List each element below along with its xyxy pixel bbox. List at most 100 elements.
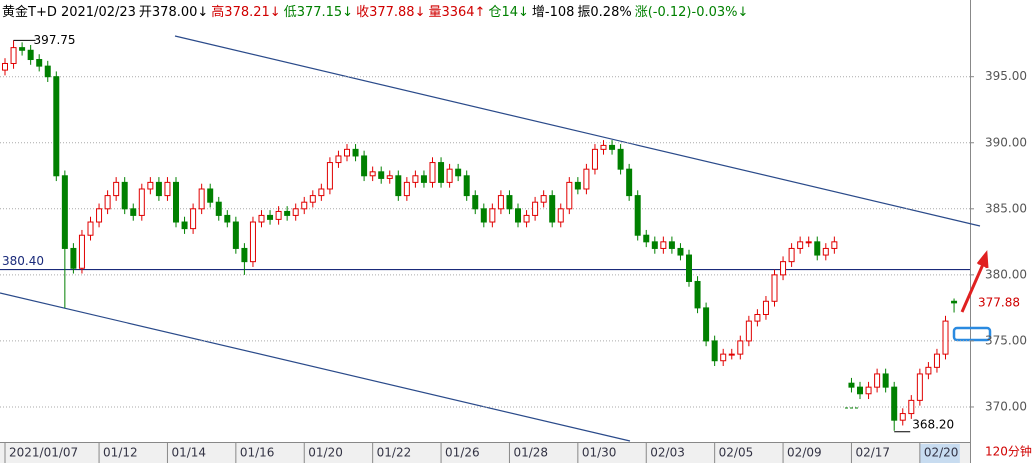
header-item: 量3364↑ <box>428 5 486 20</box>
candle-body <box>549 195 556 223</box>
x-tick-label: 02/05 <box>719 446 754 460</box>
candle-body <box>301 201 308 210</box>
x-tick-label: 01/16 <box>240 446 275 460</box>
candle-body <box>78 234 85 269</box>
candle-body <box>634 195 641 236</box>
candle-body <box>506 195 513 210</box>
candle-body <box>2 62 9 71</box>
candle-body <box>121 181 128 210</box>
candle-body <box>754 313 761 322</box>
x-axis-strip <box>0 443 970 463</box>
arrow <box>960 250 989 313</box>
candle-body <box>737 340 744 355</box>
high-mark-label: 397.75 <box>34 33 76 47</box>
candle-body <box>173 181 180 223</box>
candle-body <box>591 148 598 170</box>
candle-body <box>232 221 239 249</box>
candle-body <box>369 171 376 177</box>
candle-body <box>660 241 667 249</box>
candle-body <box>574 181 581 190</box>
candle-body <box>249 221 256 263</box>
candle-body <box>711 340 718 362</box>
candle-body <box>788 247 795 263</box>
x-tick-label: 02/20 <box>924 446 959 460</box>
candle-body <box>668 241 675 249</box>
candle-body <box>925 366 932 375</box>
candle-body <box>207 188 214 203</box>
candle-body <box>190 208 197 230</box>
x-tick-label: 01/28 <box>513 446 548 460</box>
candle-body <box>53 76 60 177</box>
candle-body <box>865 386 872 395</box>
candle-body <box>942 320 949 355</box>
candle-body <box>361 155 368 177</box>
candle-body <box>113 181 120 197</box>
candle-body <box>694 280 701 309</box>
header-item: 收377.88↓ <box>356 5 426 20</box>
candle-body <box>27 49 34 61</box>
candle-body <box>626 168 633 197</box>
low-mark-label: 368.20 <box>912 417 954 431</box>
candle-body <box>523 214 530 223</box>
candle-body <box>386 175 393 179</box>
candle-body <box>292 208 299 216</box>
x-tick-label: 02/09 <box>787 446 822 460</box>
x-tick-label: 01/12 <box>103 446 138 460</box>
candle-body <box>703 307 710 342</box>
candle-body <box>532 201 539 216</box>
candle-body <box>720 353 727 362</box>
candle-body <box>463 175 470 197</box>
candle-body <box>857 386 864 395</box>
candle-body <box>651 241 658 249</box>
x-tick-label: 02/17 <box>855 446 890 460</box>
candle-body <box>258 214 265 223</box>
candle-body <box>472 195 479 210</box>
candle-body <box>891 386 898 421</box>
candle-body <box>686 254 693 282</box>
x-tick-label: 01/14 <box>171 446 206 460</box>
candle-body <box>241 247 248 263</box>
header-item: 仓14↓ <box>488 5 529 20</box>
candle-body <box>326 162 333 190</box>
candle-body <box>352 148 359 157</box>
candle-body <box>224 214 231 223</box>
candle-body <box>515 208 522 223</box>
candle-body <box>780 261 787 276</box>
candle-body <box>344 148 351 157</box>
y-tick-label: 390.00 <box>985 135 1027 149</box>
x-tick-label: 2021/01/07 <box>9 446 78 460</box>
candle-body <box>335 155 342 164</box>
candle-body <box>882 373 889 388</box>
candle-body <box>164 181 171 197</box>
candle-body <box>848 382 855 388</box>
x-tick-label: 01/30 <box>582 446 617 460</box>
candle-body <box>771 274 778 302</box>
candle-body <box>455 168 462 177</box>
candle-body <box>908 399 915 415</box>
y-tick-label: 375.00 <box>985 333 1027 347</box>
candle-body <box>609 144 616 150</box>
candle-body <box>87 221 94 236</box>
candle-body <box>104 195 111 210</box>
header-item: 低377.15↓ <box>283 5 354 20</box>
last-mark-label: 377.88 <box>978 295 1020 309</box>
header: 黄金T+D 2021/02/23 开378.00↓ 高378.21↓ 低377.15↓… <box>2 1 751 20</box>
header-item: 增-108 <box>531 5 575 20</box>
candle-body <box>198 188 205 210</box>
candle-body <box>420 175 427 183</box>
highlight-box <box>952 326 992 342</box>
header-item: 开378.00↓ <box>138 5 209 20</box>
candle-body <box>61 175 68 249</box>
h-line-label: 380.40 <box>2 254 44 268</box>
candle-body <box>899 413 906 421</box>
candle-body <box>497 195 504 210</box>
candle-body <box>309 195 316 203</box>
candle-body <box>429 162 436 183</box>
header-item: 涨(-0.12)-0.03%↓ <box>634 5 749 20</box>
candle-body <box>155 181 162 197</box>
candle-body <box>933 353 940 368</box>
candle-body <box>822 247 829 256</box>
header-item: 振0.28% <box>577 5 632 20</box>
candle-body <box>446 168 453 183</box>
